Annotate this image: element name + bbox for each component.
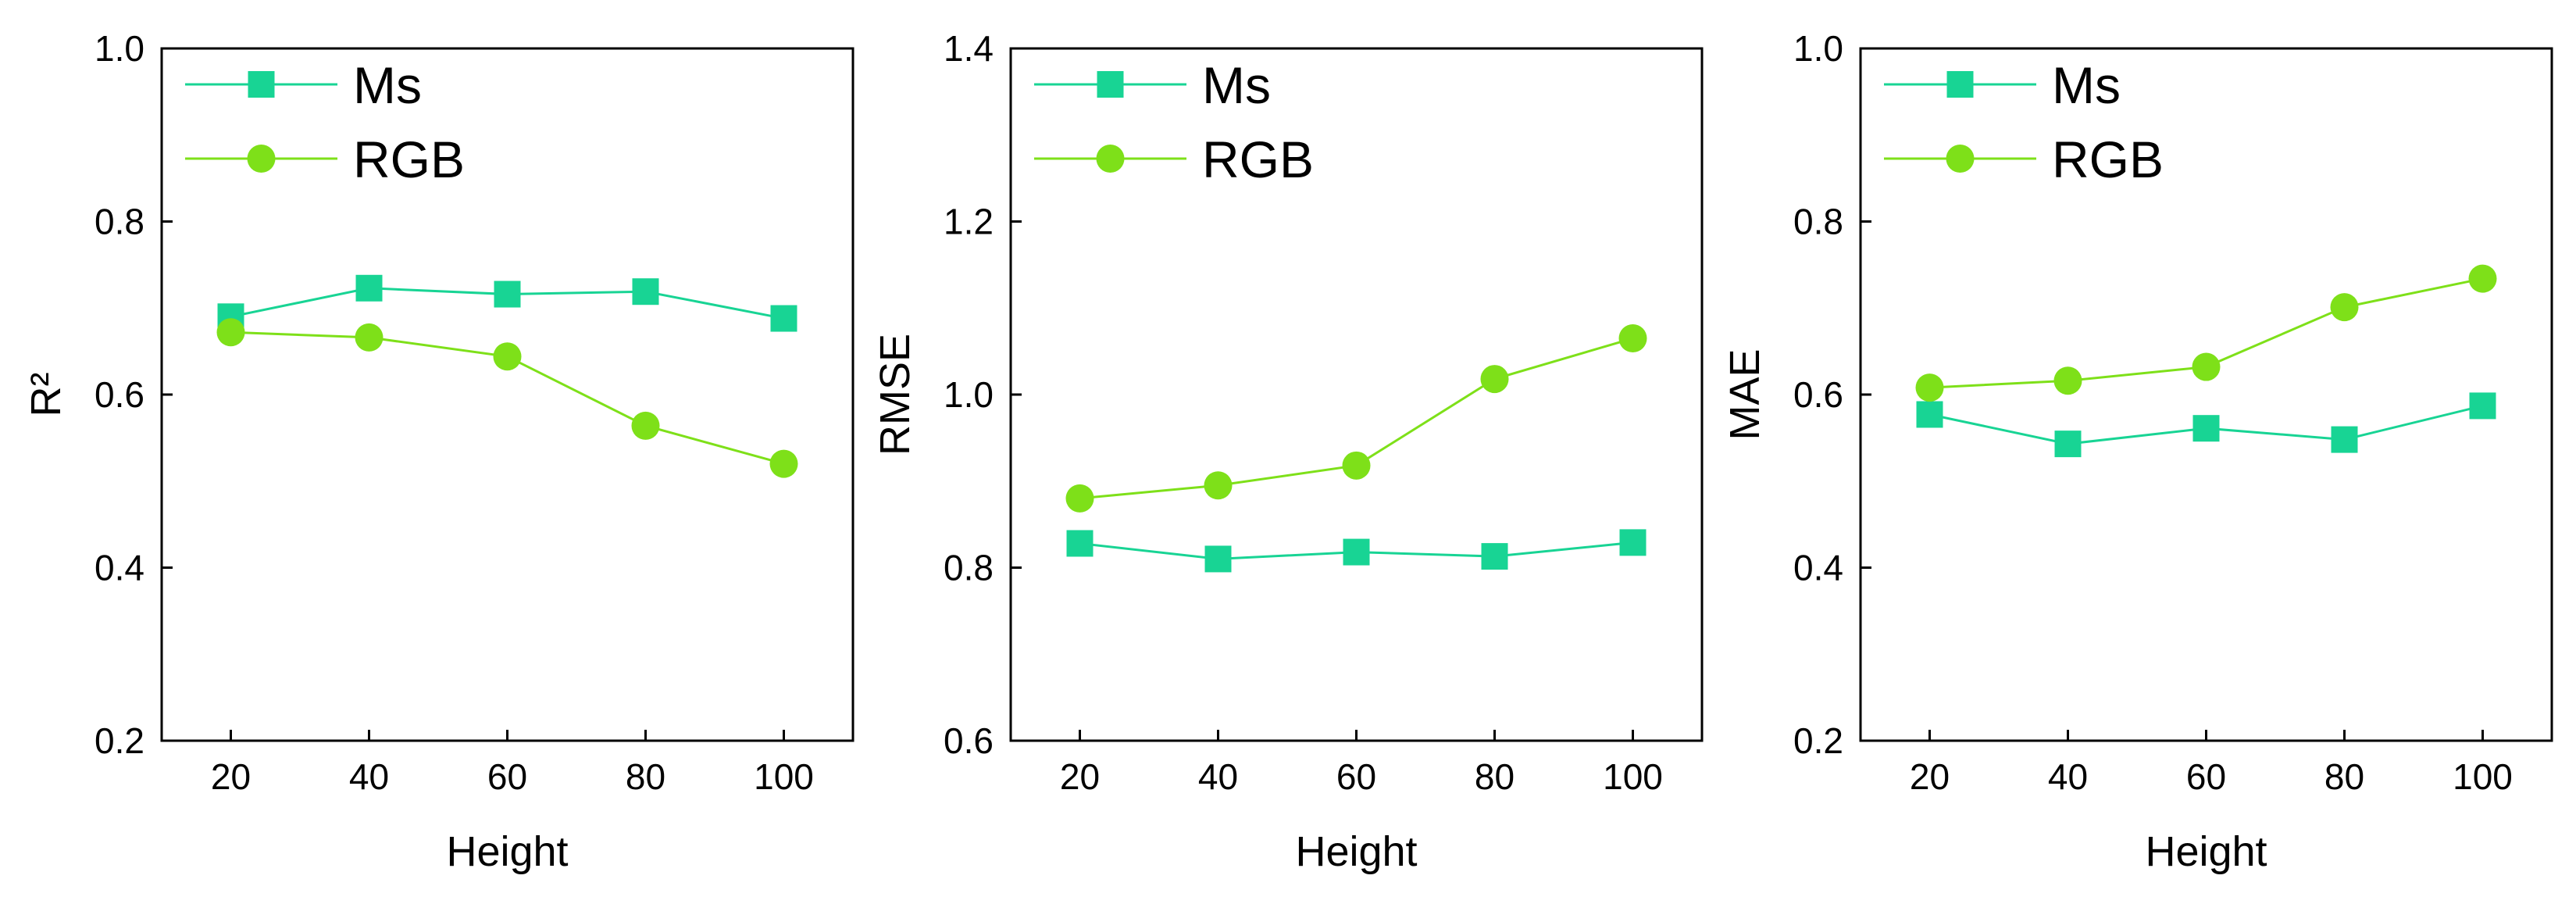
data-point-rgb — [1204, 471, 1233, 500]
x-axis-title: Height — [2145, 828, 2267, 875]
y-tick-label: 0.4 — [1793, 548, 1843, 588]
series-ms — [1916, 392, 2496, 458]
x-tick-label: 20 — [1060, 756, 1100, 797]
x-tick-label: 40 — [2048, 756, 2088, 797]
data-point-rgb — [1065, 484, 1094, 513]
data-point-ms — [494, 280, 521, 308]
y-tick-label: 0.2 — [95, 720, 144, 761]
x-tick-label: 100 — [2453, 756, 2513, 797]
x-tick-label: 80 — [626, 756, 665, 797]
data-point-ms — [2469, 392, 2496, 420]
data-point-ms — [1619, 529, 1647, 556]
y-tick-label: 0.8 — [95, 202, 144, 242]
legend-label-rgb: RGB — [2052, 130, 2164, 188]
y-axis-title: R² — [23, 373, 70, 417]
data-point-ms — [355, 274, 383, 302]
x-tick-label: 20 — [211, 756, 251, 797]
y-tick-label: 1.0 — [944, 374, 994, 415]
legend-label-ms: Ms — [1202, 56, 1271, 114]
legend: Ms RGB — [1034, 56, 1314, 188]
data-point-ms — [1066, 530, 1094, 557]
x-axis-title: Height — [446, 828, 568, 875]
x-tick-label: 40 — [1198, 756, 1238, 797]
y-tick-label: 0.8 — [1793, 202, 1843, 242]
x-tick-label: 60 — [487, 756, 527, 797]
y-tick-label: 0.2 — [1793, 720, 1843, 761]
data-point-ms — [1204, 545, 1232, 573]
x-tick-label: 100 — [1603, 756, 1663, 797]
data-point-rgb — [2192, 352, 2221, 381]
legend-marker-ms — [248, 71, 275, 98]
data-point-rgb — [631, 411, 660, 440]
data-point-rgb — [2468, 264, 2497, 293]
series-ms — [217, 274, 797, 332]
y-tick-label: 1.2 — [944, 202, 994, 242]
x-tick-label: 40 — [349, 756, 389, 797]
legend-label-ms: Ms — [353, 56, 422, 114]
chart-panel-3: 0.2 0.4 0.6 0.8 1.0 20 40 60 80 100 Height MAE Ms RGB — [1721, 28, 2553, 875]
data-point-ms — [1343, 538, 1370, 566]
y-tick-label: 0.6 — [95, 374, 144, 415]
data-point-rgb — [1915, 373, 1944, 402]
legend-label-rgb: RGB — [1202, 130, 1314, 188]
legend-marker-rgb — [247, 145, 276, 173]
data-point-ms — [2054, 431, 2082, 458]
data-point-rgb — [493, 342, 522, 371]
legend-marker-ms — [1946, 71, 1974, 98]
y-axis-title: RMSE — [872, 334, 919, 456]
data-point-ms — [1916, 401, 1943, 428]
legend-marker-rgb — [1096, 145, 1125, 173]
series-rgb — [1915, 264, 2497, 402]
y-tick-label: 0.6 — [1793, 374, 1843, 415]
legend-marker-rgb — [1946, 145, 1975, 173]
legend-marker-ms — [1097, 71, 1124, 98]
data-point-rgb — [355, 323, 384, 352]
legend-label-rgb: RGB — [353, 130, 465, 188]
series-rgb — [1065, 324, 1647, 513]
data-point-ms — [2331, 426, 2358, 453]
data-point-ms — [2192, 415, 2220, 442]
data-point-rgb — [1618, 324, 1647, 353]
x-tick-label: 80 — [1475, 756, 1515, 797]
y-tick-label: 0.6 — [944, 720, 994, 761]
y-tick-label: 1.0 — [1793, 28, 1843, 69]
y-axis-title: MAE — [1721, 348, 1768, 440]
chart-panel-2: 0.6 0.8 1.0 1.2 1.4 20 40 60 80 100 Height RMSE Ms RG… — [872, 28, 1704, 875]
data-point-rgb — [1480, 365, 1509, 394]
legend: Ms RGB — [1884, 56, 2164, 188]
data-point-rgb — [2330, 293, 2359, 322]
y-tick-label: 1.4 — [944, 28, 994, 69]
data-point-rgb — [769, 449, 798, 478]
data-point-rgb — [2053, 366, 2082, 395]
x-tick-label: 60 — [1336, 756, 1376, 797]
data-point-rgb — [216, 318, 245, 347]
chart-panel-1: 0.2 0.4 0.6 0.8 1.0 20 40 60 80 100 Height R² Ms RGB — [23, 28, 855, 875]
data-point-ms — [1481, 543, 1508, 570]
x-tick-label: 80 — [2324, 756, 2364, 797]
series-rgb — [216, 318, 798, 478]
y-tick-label: 1.0 — [95, 28, 144, 69]
legend-label-ms: Ms — [2052, 56, 2121, 114]
data-point-ms — [770, 305, 797, 332]
data-point-ms — [632, 278, 659, 306]
x-tick-label: 20 — [1910, 756, 1950, 797]
data-point-rgb — [1342, 451, 1371, 480]
y-tick-label: 0.8 — [944, 548, 994, 588]
x-tick-label: 100 — [754, 756, 814, 797]
y-tick-label: 0.4 — [95, 548, 144, 588]
legend: Ms RGB — [185, 56, 465, 188]
series-ms — [1066, 529, 1647, 573]
x-tick-label: 60 — [2186, 756, 2226, 797]
x-axis-title: Height — [1295, 828, 1417, 875]
